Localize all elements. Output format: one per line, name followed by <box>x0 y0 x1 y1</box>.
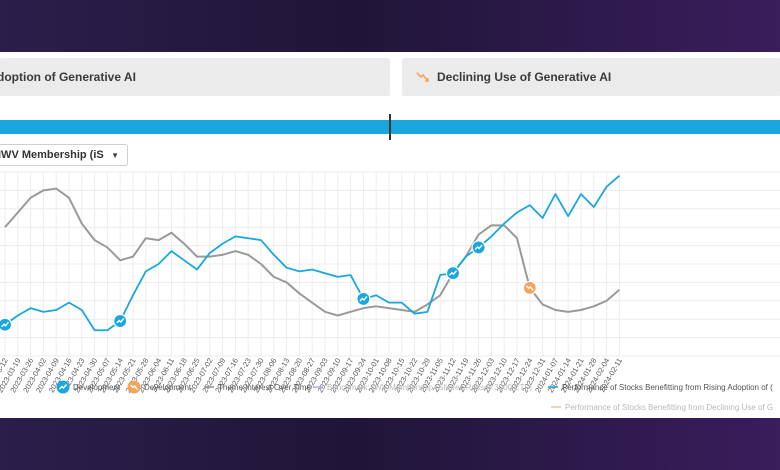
development-marker <box>445 266 461 281</box>
legend-label: Benchmark: IWV Membership (Shares Russel… <box>327 383 532 392</box>
tab-declining-use-label: Declining Use of Generative AI <box>437 70 612 84</box>
legend-item: Performance of Stocks Benefitting from R… <box>548 383 773 392</box>
trend-down-icon <box>525 285 534 291</box>
development-marker <box>113 313 128 329</box>
legend-item: Theme Interest Over Time <box>204 383 311 392</box>
legend-item: Benchmark: IWV Membership (Shares Russel… <box>313 383 532 392</box>
chevron-down-icon: ▼ <box>111 151 119 160</box>
legend-label: Development <box>144 383 192 392</box>
benchmark-dropdown[interactable]: IWV Membership (iS ▼ <box>0 144 128 166</box>
legend-label: Development <box>73 383 121 392</box>
trend-up-icon <box>1 321 10 328</box>
tab-rising-adoption[interactable]: doption of Generative AI <box>0 58 390 96</box>
chart-grid <box>0 171 780 357</box>
trend-up-icon <box>474 244 483 250</box>
legend-label: Performance of Stocks Benefitting from D… <box>565 403 773 412</box>
legend-item: Development <box>56 380 121 394</box>
tab-declining-use[interactable]: Declining Use of Generative AI <box>402 58 780 96</box>
legend-item: Development <box>127 380 192 394</box>
trend-up-icon <box>116 318 125 324</box>
development-marker <box>522 280 537 296</box>
trend-down-icon <box>130 384 139 390</box>
date-range-slider-handle[interactable] <box>389 114 391 140</box>
trend-up-icon <box>59 384 68 390</box>
development-marker <box>0 317 13 332</box>
development-marker <box>356 291 371 307</box>
series-line-1 <box>4 174 620 332</box>
tab-rising-adoption-label: doption of Generative AI <box>0 70 136 84</box>
chart-panel: doption of Generative AI Declining Use o… <box>0 52 780 418</box>
benchmark-dropdown-value: IWV Membership (iS <box>0 149 104 161</box>
line-chart: 2023-03-122023-03-192023-03-262023-04-02… <box>0 171 780 412</box>
trend-up-icon <box>449 270 458 276</box>
series-line-0 <box>4 187 621 317</box>
legend-label: Performance of Stocks Benefitting from R… <box>562 383 773 392</box>
trend-down-icon <box>416 72 429 82</box>
legend-item: Performance of Stocks Benefitting from D… <box>551 403 773 412</box>
theme-tabs: doption of Generative AI Declining Use o… <box>0 58 780 102</box>
legend-label: Theme Interest Over Time <box>218 383 311 392</box>
trend-up-icon <box>359 296 368 302</box>
development-marker <box>471 240 486 255</box>
